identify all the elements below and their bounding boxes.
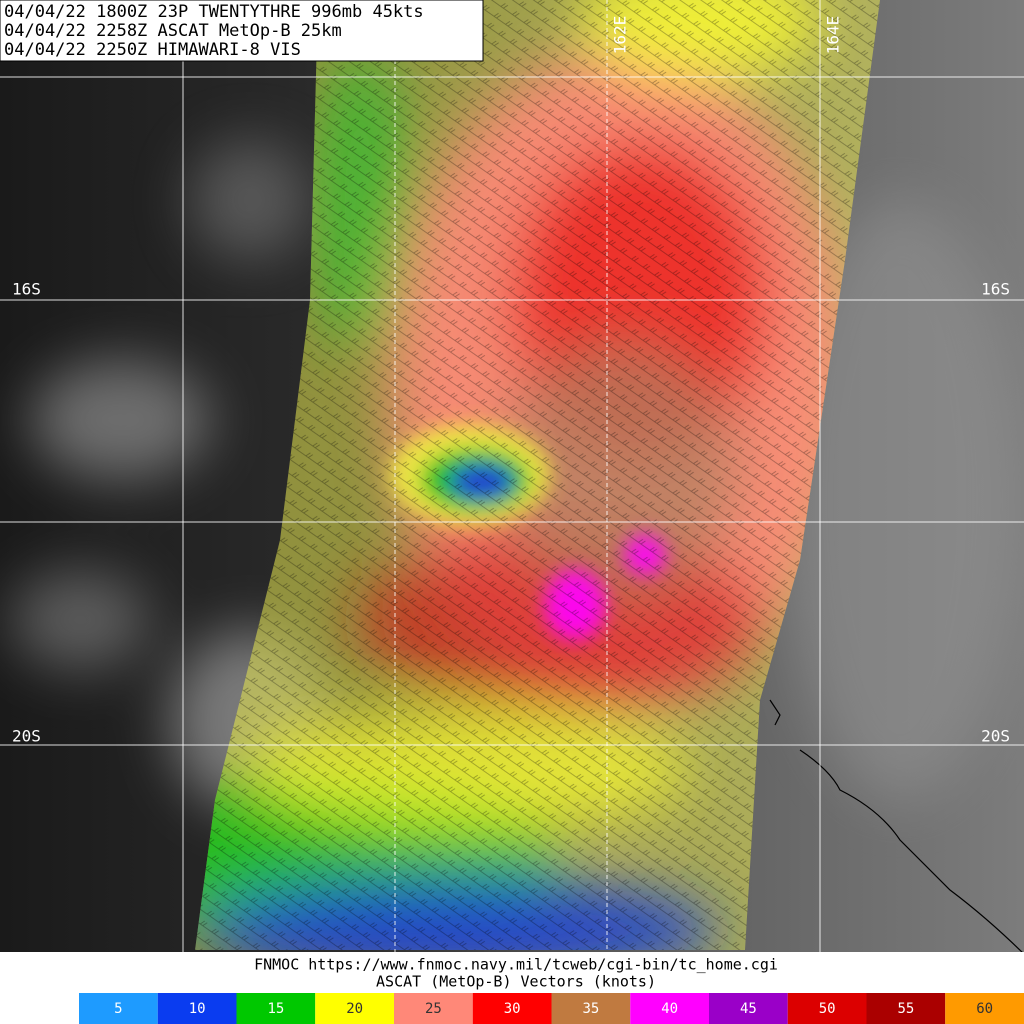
- legend-label: 45: [740, 1001, 757, 1017]
- lat-label: 20S: [981, 727, 1010, 746]
- legend-swatch: [551, 993, 631, 1024]
- header-box: [0, 0, 484, 62]
- legend-swatch: [630, 993, 709, 1024]
- legend-label: 30: [504, 1001, 521, 1017]
- legend-label: 40: [661, 1001, 678, 1017]
- legend-label: 55: [897, 1001, 914, 1017]
- legend-label: 50: [819, 1001, 836, 1017]
- lat-label: 16S: [12, 280, 41, 299]
- legend: 5 10 15 20 25 30 35 40 45 50 55 60: [79, 993, 1024, 1024]
- legend-label: 25: [425, 1001, 442, 1017]
- grid: [0, 0, 1024, 952]
- legend-label: 60: [976, 1001, 993, 1017]
- wind-swath: [195, 0, 880, 950]
- legend-label: 15: [267, 1001, 284, 1017]
- legend-label: 10: [189, 1001, 206, 1017]
- header-line: 04/04/22 2250Z HIMAWARI-8 VIS: [4, 40, 301, 60]
- legend-swatch: [157, 993, 237, 1024]
- footer-caption: ASCAT (MetOp-B) Vectors (knots): [376, 973, 656, 991]
- legend-swatch: [945, 993, 1024, 1024]
- legend-swatch: [394, 993, 473, 1024]
- legend-swatch: [79, 993, 158, 1024]
- legend-swatch: [472, 993, 552, 1024]
- legend-swatch: [315, 993, 394, 1024]
- lon-label: 162E: [611, 16, 630, 55]
- legend-label: 5: [114, 1001, 122, 1017]
- legend-swatch: [236, 993, 316, 1024]
- clouds: [10, 140, 1020, 810]
- lat-label: 20S: [12, 727, 41, 746]
- header-line: 04/04/22 1800Z 23P TWENTYTHRE 996mb 45kt…: [4, 2, 424, 22]
- footer-credit: FNMOC https://www.fnmoc.navy.mil/tcweb/c…: [254, 956, 778, 974]
- header-line: 04/04/22 2258Z ASCAT MetOp-B 25km: [4, 21, 342, 41]
- legend-swatch: [787, 993, 867, 1024]
- legend-swatch: [866, 993, 946, 1024]
- legend-label: 35: [582, 1001, 599, 1017]
- legend-swatch: [709, 993, 788, 1024]
- lon-label: 164E: [824, 16, 843, 55]
- lat-label: 16S: [981, 280, 1010, 299]
- legend-label: 20: [346, 1001, 363, 1017]
- coastline: [769, 699, 1024, 955]
